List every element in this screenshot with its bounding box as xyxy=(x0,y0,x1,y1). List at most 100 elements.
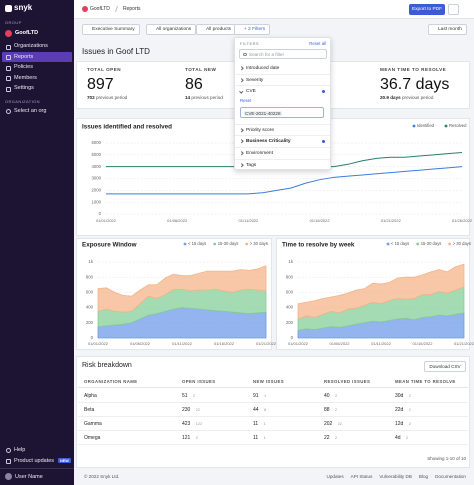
filter-item[interactable]: CVE xyxy=(246,89,256,94)
table-cell: 230 22 xyxy=(182,407,200,413)
stat-previous-text: previous period xyxy=(401,95,434,100)
nav-item[interactable]: Organizations xyxy=(14,43,48,49)
product-updates[interactable]: Product updates xyxy=(14,458,55,464)
chart-panel xyxy=(76,238,272,350)
nav-item[interactable]: Settings xyxy=(14,85,34,92)
dropdown-divider xyxy=(235,147,330,148)
stat-label: MEAN TIME TO RESOLVE xyxy=(380,67,447,72)
footer-link[interactable]: Blog xyxy=(418,474,429,479)
footer-link[interactable]: API Status xyxy=(350,474,373,479)
dropdown-divider xyxy=(235,124,330,125)
export-button[interactable]: Export to PDF xyxy=(409,4,445,15)
stat-label: TOTAL NEW xyxy=(185,67,217,72)
nav-item[interactable]: Policies xyxy=(14,64,33,71)
table-header[interactable]: OPEN ISSUES xyxy=(182,379,216,384)
stat-label: TOTAL OPEN xyxy=(87,67,122,72)
nav-icon xyxy=(6,86,11,92)
cell-delta: 1 xyxy=(263,394,267,398)
cell-delta: 2 xyxy=(408,408,411,412)
range-chip[interactable]: Last month xyxy=(428,24,467,35)
table-header[interactable]: NEW ISSUES xyxy=(253,379,284,384)
cell-delta: 2 xyxy=(334,436,338,440)
new-badge: NEW xyxy=(58,458,71,463)
filter-chip[interactable]: All products xyxy=(196,24,237,35)
row-divider xyxy=(78,402,468,403)
group-label: GROUP xyxy=(5,20,22,25)
cell-delta: 2 xyxy=(334,394,338,398)
cell-delta: 2 xyxy=(195,436,198,440)
table-cell: 4d 2 xyxy=(395,435,408,441)
footer-links: Updates API Status Vulnerability DB Blog Doc… xyxy=(327,474,466,479)
nav-icon xyxy=(6,55,11,61)
org-select[interactable]: Select an org xyxy=(14,108,47,114)
chevron xyxy=(239,151,244,156)
filter-chip[interactable]: Executive Summary xyxy=(82,24,140,35)
filter-item[interactable]: Severity xyxy=(246,78,264,83)
cell-value: 230 xyxy=(182,407,191,413)
table-header[interactable]: MEAN TIME TO RESOLVE xyxy=(395,379,456,384)
stat-previous-value: 702 xyxy=(87,95,95,100)
breadcrumb-page[interactable]: Reports xyxy=(123,6,141,12)
table-cell: 91 1 xyxy=(253,393,266,399)
active-highlight xyxy=(2,52,72,62)
footer-link[interactable]: Vulnerability DB xyxy=(379,474,412,479)
cell-value: 22d xyxy=(395,407,404,413)
table-cell: 44 8 xyxy=(253,407,266,413)
stat-previous: 702 previous period xyxy=(87,95,127,100)
cell-delta: 2 xyxy=(192,394,196,398)
footer-link[interactable]: Documentation xyxy=(435,474,466,479)
reset-all[interactable]: Reset all xyxy=(309,41,326,46)
help-icon xyxy=(6,448,11,453)
cell-delta: 2 xyxy=(408,394,411,398)
breadcrumb-org[interactable]: GoofLTD xyxy=(90,6,110,12)
stat-previous-text: previous period xyxy=(191,95,223,100)
table-header[interactable]: RESOLVED ISSUES xyxy=(324,379,371,384)
filter-item[interactable]: Tags xyxy=(246,163,257,168)
user-name[interactable]: User Name xyxy=(15,474,43,480)
cve-reset[interactable]: Reset xyxy=(240,98,252,103)
cell-value: 121 xyxy=(182,435,191,441)
filter-chip[interactable]: + 2 Filters xyxy=(234,24,271,35)
filter-item[interactable]: Business Criticality xyxy=(246,139,291,144)
more-button[interactable] xyxy=(448,4,459,15)
org-icon xyxy=(6,109,11,114)
filter-item[interactable]: Environment xyxy=(246,151,273,156)
sidebar-divider xyxy=(0,468,74,469)
table-cell: 22 2 xyxy=(324,435,337,441)
nav-item[interactable]: Reports xyxy=(14,53,34,60)
cell-value: 22 xyxy=(324,435,330,441)
table-cell: 30d 2 xyxy=(395,393,411,399)
filter-dropdown: FILTERS Reset all Search for a filter Intro… xyxy=(234,37,331,170)
active-dot xyxy=(322,140,325,143)
filter-search[interactable]: Search for a filter xyxy=(239,49,327,59)
download-button[interactable]: Download CSV xyxy=(424,361,466,372)
help[interactable]: Help xyxy=(14,447,26,453)
table-cell: 88 2 xyxy=(324,407,337,413)
logo-icon xyxy=(5,5,12,12)
cve-input[interactable]: CVE-2021-40228 xyxy=(240,107,324,118)
filter-chip[interactable]: All organizations xyxy=(146,24,197,35)
crumb-avatar xyxy=(82,6,88,12)
filter-item[interactable]: Introduced date xyxy=(246,66,280,71)
cell-value: 88 xyxy=(324,407,330,413)
footer-link[interactable]: Updates xyxy=(326,474,344,479)
stat-value: 36.7 days xyxy=(380,76,450,93)
table-cell: 51 2 xyxy=(182,393,195,399)
page-title: Issues in Goof LTD xyxy=(82,47,150,56)
cell-value: 91 xyxy=(253,393,259,399)
nav-item[interactable]: Members xyxy=(14,74,37,81)
group-name[interactable]: GoofLTD xyxy=(15,30,39,36)
cell-delta: 122 xyxy=(195,422,203,426)
cell-delta: 22 xyxy=(337,422,342,426)
chevron xyxy=(239,78,244,83)
cell-delta: 2 xyxy=(408,422,411,426)
org-name: Beta xyxy=(84,407,95,413)
nav-icon xyxy=(6,44,11,50)
filter-item[interactable]: Priority score xyxy=(246,128,274,133)
cell-value: 30d xyxy=(395,393,404,399)
stat-value: 897 xyxy=(87,76,114,93)
table-cell: 40 2 xyxy=(324,393,337,399)
cell-delta: 22 xyxy=(195,408,200,412)
table-title: Risk breakdown xyxy=(82,362,132,369)
cve-value: CVE-2021-40228 xyxy=(244,110,282,116)
